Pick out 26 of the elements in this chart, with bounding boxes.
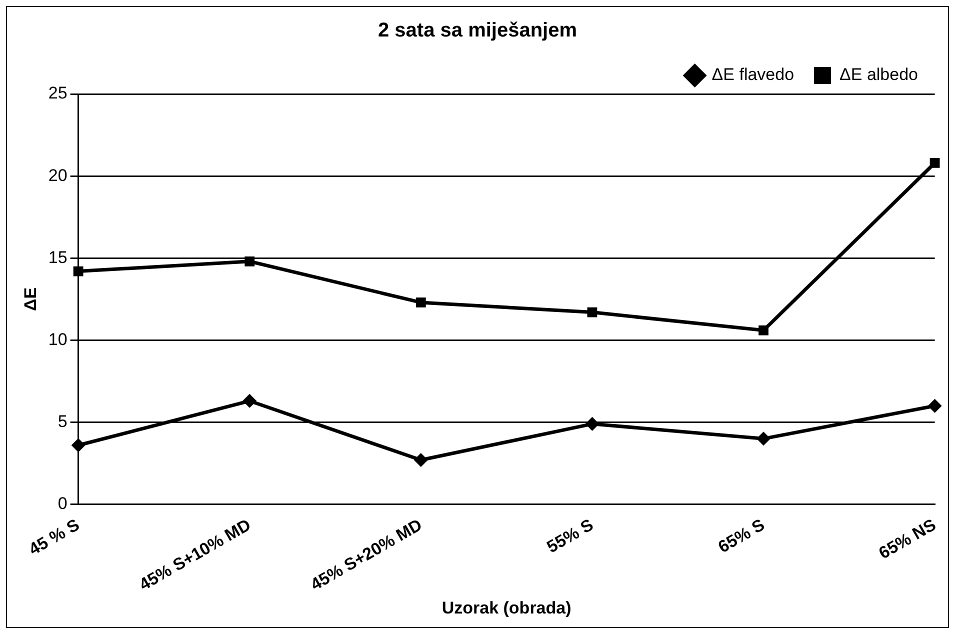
point (930, 158, 940, 168)
y-tick-label: 25 (48, 84, 68, 103)
point (928, 398, 942, 413)
legend-label: ΔE albedo (840, 65, 918, 84)
y-tick-label: 0 (58, 494, 68, 514)
point (244, 256, 255, 266)
point (587, 307, 598, 318)
point (71, 438, 86, 452)
x-tick-label: 55% S (544, 515, 597, 557)
chart-title: 2 sata sa miješanjem (378, 20, 578, 42)
y-tick-label: 10 (48, 330, 68, 349)
point (758, 325, 768, 336)
x-tick-label: 45 % S (26, 515, 83, 560)
y-tick-label: 20 (48, 166, 68, 185)
x-tick-label: 65% NS (876, 515, 940, 563)
point (414, 453, 428, 468)
point (756, 432, 770, 446)
y-tick-label: 15 (48, 248, 68, 267)
legend-label: ΔE flavedo (712, 65, 794, 84)
point (242, 394, 257, 408)
point (416, 298, 426, 308)
y-tick-label: 5 (58, 412, 68, 431)
x-axis-title: Uzorak (obrada) (442, 598, 572, 618)
point (73, 266, 84, 276)
x-tick-label: 65% S (714, 515, 768, 557)
y-axis-title: ΔE (20, 287, 40, 311)
